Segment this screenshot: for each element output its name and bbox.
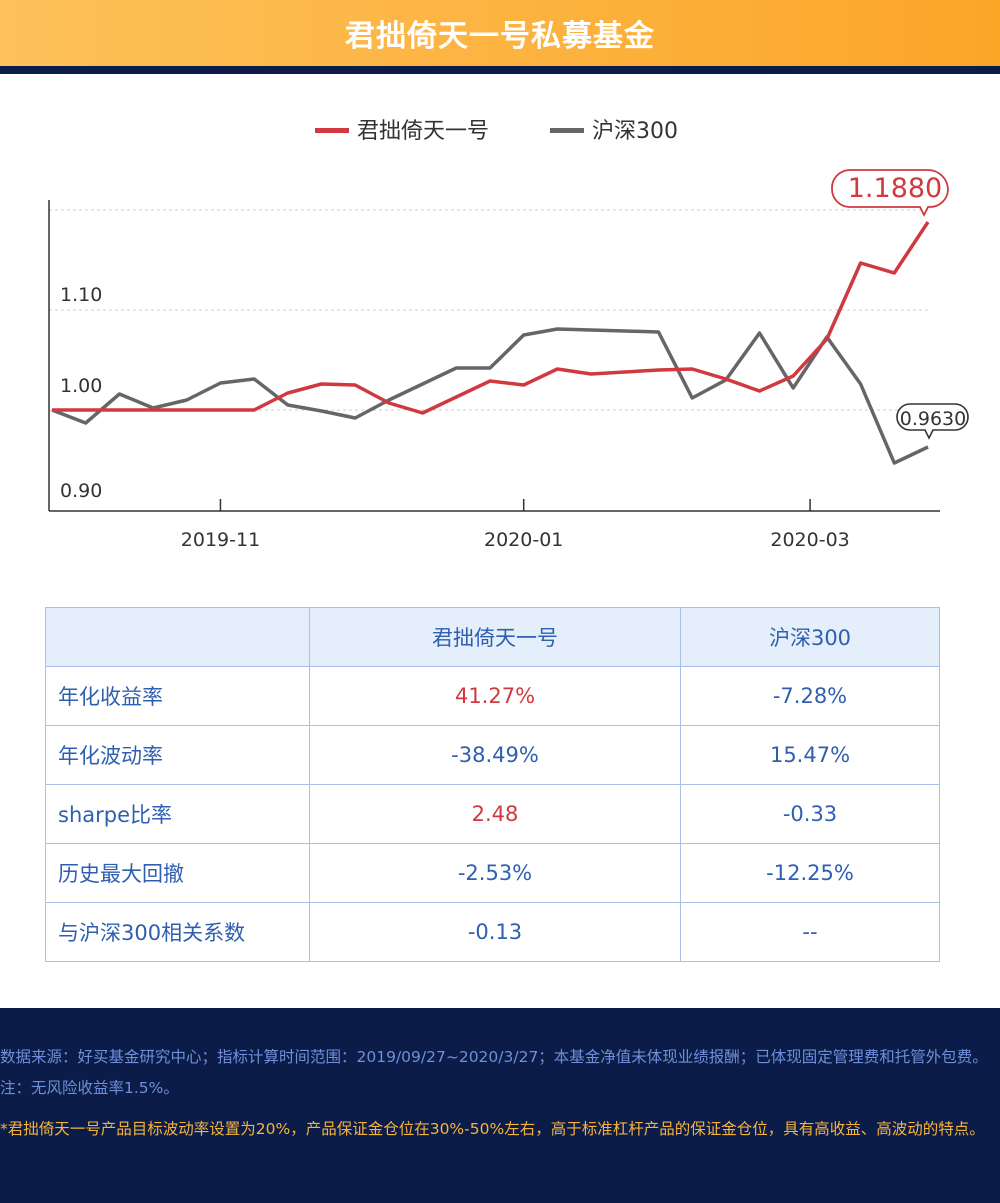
y-tick-label: 1.00 — [60, 375, 102, 397]
index-end-label: 0.9630 — [900, 408, 966, 430]
index-value: -- — [680, 902, 940, 962]
page-title: 君拙倚天一号私募基金 — [345, 19, 655, 54]
metrics-table: 君拙倚天一号 沪深300 年化收益率 41.27% -7.28% 年化波动率 -38.4… — [45, 607, 940, 962]
index-value: -7.28% — [680, 666, 940, 726]
legend-label: 沪深300 — [592, 119, 678, 144]
fund-value: -2.53% — [309, 843, 681, 903]
fund-value: 41.27% — [309, 666, 681, 726]
index-value: -12.25% — [680, 843, 940, 903]
fund-value: 2.48 — [309, 784, 681, 844]
index-nav-line — [51, 327, 929, 465]
table-row: 历史最大回撤 -2.53% -12.25% — [45, 843, 940, 903]
legend-label: 君拙倚天一号 — [357, 119, 489, 144]
index-value: -0.33 — [680, 784, 940, 844]
table-header-row: 君拙倚天一号 沪深300 — [45, 607, 940, 667]
nav-line-chart: 君拙倚天一号 沪深300 1.10 1.00 0.90 2019-11 2020-01 20… — [48, 119, 969, 551]
fund-value: -38.49% — [309, 725, 681, 785]
index-value: 15.47% — [680, 725, 940, 785]
fund-end-label: 1.1880 — [848, 173, 942, 204]
row-label: 历史最大回撤 — [45, 843, 310, 903]
table-row: 年化收益率 41.27% -7.28% — [45, 666, 940, 726]
table-row: sharpe比率 2.48 -0.33 — [45, 784, 940, 844]
y-tick-label: 0.90 — [60, 480, 102, 502]
table-header-fund: 君拙倚天一号 — [309, 607, 681, 667]
table-header-empty — [45, 607, 310, 667]
chart-ticks: 1.10 1.00 0.90 2019-11 2020-01 2020-03 — [60, 284, 850, 551]
footer-notes: 数据来源：好买基金研究中心；指标计算时间范围：2019/09/27~2020/3… — [0, 1008, 1000, 1203]
table-row: 与沪深300相关系数 -0.13 -- — [45, 902, 940, 962]
x-tick-label: 2020-01 — [484, 529, 563, 551]
table-header-index: 沪深300 — [680, 607, 940, 667]
legend-swatch — [550, 128, 584, 133]
x-tick-label: 2019-11 — [181, 529, 260, 551]
fund-value: -0.13 — [309, 902, 681, 962]
chart-series — [51, 221, 930, 465]
header-divider — [0, 66, 1000, 74]
legend-swatch — [315, 128, 349, 133]
header-banner: 君拙倚天一号私募基金 — [0, 0, 1000, 66]
row-label: 年化波动率 — [45, 725, 310, 785]
chart-callouts: 1.1880 0.9630 — [831, 169, 969, 440]
row-label: sharpe比率 — [45, 784, 310, 844]
fund-nav-line — [52, 221, 930, 415]
row-label: 与沪深300相关系数 — [45, 902, 310, 962]
row-label: 年化收益率 — [45, 666, 310, 726]
product-note: *君拙倚天一号产品目标波动率设置为20%，产品保证金仓位在30%-50%左右，高… — [0, 1120, 985, 1138]
x-tick-label: 2020-03 — [770, 529, 849, 551]
chart-axes — [48, 200, 940, 512]
y-tick-label: 1.10 — [60, 284, 102, 306]
data-source-note: 数据来源：好买基金研究中心；指标计算时间范围：2019/09/27~2020/3… — [0, 1048, 988, 1097]
index-end-callout-box — [896, 403, 969, 440]
chart-legend: 君拙倚天一号 沪深300 — [315, 119, 678, 144]
table-row: 年化波动率 -38.49% 15.47% — [45, 725, 940, 785]
fund-end-callout-box — [831, 169, 949, 218]
